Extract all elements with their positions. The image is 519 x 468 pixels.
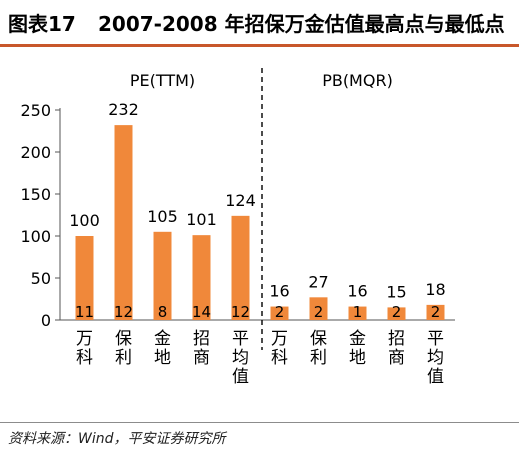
- bar-value-label: 16: [347, 282, 367, 301]
- low-value-label: 8: [158, 303, 168, 321]
- bar-chart: 05010015020025010011万科23212保利1058金地10114…: [20, 68, 455, 387]
- category-label: 保利: [310, 329, 327, 368]
- bar-value-label: 232: [108, 100, 139, 119]
- category-label: 万科: [76, 329, 93, 368]
- title-rule: [0, 44, 519, 47]
- y-tick-label: 0: [41, 311, 51, 330]
- title-bar: 图表17 2007-2008 年招保万金估值最高点与最低点: [0, 0, 519, 44]
- y-tick-label: 200: [20, 143, 51, 162]
- category-label: 万科: [271, 329, 288, 368]
- category-label: 招商: [193, 329, 210, 368]
- source-rule: [0, 422, 519, 423]
- panel-label: PE(TTM): [130, 71, 195, 90]
- y-tick-label: 150: [20, 185, 51, 204]
- chart-title: 2007-2008 年招保万金估值最高点与最低点: [98, 12, 505, 36]
- bar: [348, 306, 367, 320]
- bar-value-label: 100: [69, 211, 100, 230]
- low-value-label: 2: [314, 303, 324, 321]
- low-value-label: 11: [75, 303, 94, 321]
- bar-value-label: 105: [147, 207, 178, 226]
- bar-value-label: 15: [386, 282, 406, 301]
- category-label: 金地: [349, 329, 366, 368]
- low-value-label: 2: [392, 303, 402, 321]
- bar: [270, 306, 289, 320]
- source-note: 资料来源：Wind，平安证券研究所: [8, 431, 226, 447]
- category-label: 平均值: [427, 329, 444, 387]
- low-value-label: 1: [353, 303, 363, 321]
- category-label: 招商: [388, 329, 405, 368]
- category-label: 金地: [154, 329, 171, 368]
- category-label: 保利: [115, 329, 132, 368]
- bar: [153, 231, 172, 320]
- bar-value-label: 124: [225, 191, 256, 210]
- low-value-label: 12: [231, 303, 250, 321]
- bar: [309, 297, 328, 320]
- bar: [231, 215, 250, 320]
- bar-value-label: 27: [308, 272, 328, 291]
- bar: [75, 236, 94, 320]
- bar: [192, 235, 211, 320]
- bar: [426, 304, 445, 320]
- y-tick-label: 250: [20, 101, 51, 120]
- bar-value-label: 101: [186, 210, 217, 229]
- low-value-label: 14: [192, 303, 211, 321]
- low-value-label: 2: [275, 303, 285, 321]
- bar: [387, 307, 406, 320]
- low-value-label: 12: [114, 303, 133, 321]
- figure-number: 图表17: [8, 12, 76, 36]
- bar-value-label: 18: [425, 280, 445, 299]
- y-tick-label: 100: [20, 227, 51, 246]
- panel-label: PB(MQR): [322, 71, 393, 90]
- bar-value-label: 16: [269, 282, 289, 301]
- category-label: 平均值: [232, 329, 249, 387]
- bar: [114, 125, 133, 321]
- low-value-label: 2: [431, 303, 441, 321]
- y-tick-label: 50: [31, 269, 51, 288]
